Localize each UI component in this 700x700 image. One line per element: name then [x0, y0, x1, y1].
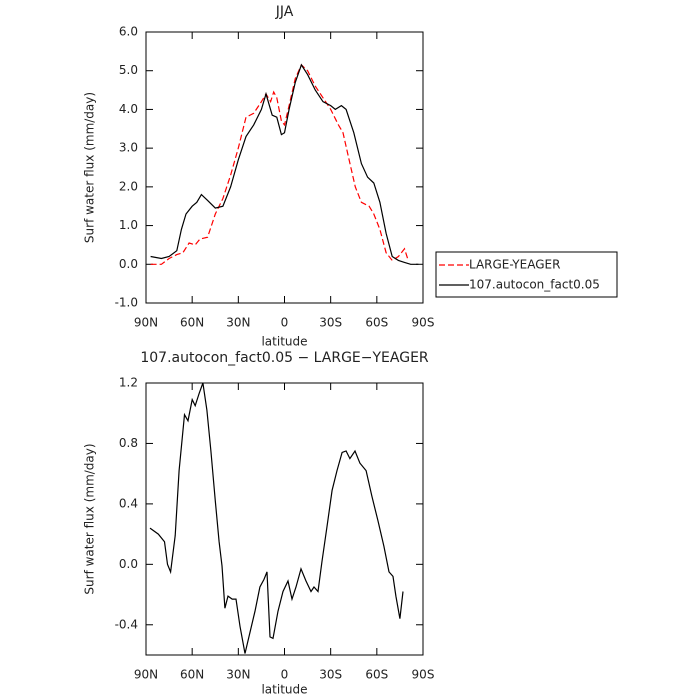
- plot-frame: [145, 382, 424, 656]
- x-tick-label: 30N: [226, 668, 250, 682]
- y-axis-label: Surf water flux (mm/day): [83, 92, 97, 243]
- x-tick-label: 60S: [365, 316, 388, 330]
- x-tick-label: 60S: [365, 668, 388, 682]
- legend-label: 107.autocon_fact0.05: [469, 278, 600, 292]
- y-tick-label: -1.0: [115, 296, 138, 310]
- x-axis-label: latitude: [261, 683, 307, 697]
- plot-frame: [145, 31, 424, 304]
- x-tick-label: 0: [281, 668, 289, 682]
- x-tick-label: 90N: [134, 668, 158, 682]
- x-tick-label: 60N: [180, 316, 204, 330]
- y-tick-label: 5.0: [119, 63, 138, 77]
- x-tick-label: 90S: [412, 316, 435, 330]
- x-tick-label: 30S: [319, 316, 342, 330]
- y-axis-label: Surf water flux (mm/day): [83, 443, 97, 594]
- x-tick-label: 0: [281, 316, 289, 330]
- y-tick-label: 2.0: [119, 179, 138, 193]
- x-tick-label: 30S: [319, 668, 342, 682]
- chart-title: JJA: [275, 4, 294, 20]
- x-tick-label: 90N: [134, 316, 158, 330]
- x-tick-label: 60N: [180, 668, 204, 682]
- y-tick-label: 0.0: [119, 557, 138, 571]
- y-tick-label: 0.0: [119, 257, 138, 271]
- x-tick-label: 30N: [226, 316, 250, 330]
- y-tick-label: 1.0: [119, 218, 138, 232]
- data-line: [150, 63, 409, 265]
- data-line: [150, 63, 419, 265]
- legend-label: LARGE-YEAGER: [469, 258, 560, 272]
- y-tick-label: 3.0: [119, 141, 138, 155]
- y-tick-label: 0.8: [119, 436, 138, 450]
- y-tick-label: 1.2: [119, 376, 138, 390]
- x-axis-label: latitude: [261, 335, 307, 349]
- x-tick-label: 90S: [412, 668, 435, 682]
- chart-title: 107.autocon_fact0.05 − LARGE−YEAGER: [140, 350, 429, 366]
- y-tick-label: 0.4: [119, 496, 138, 510]
- data-line: [149, 382, 404, 654]
- y-tick-label: 6.0: [119, 25, 138, 39]
- legend-box: [435, 251, 618, 298]
- y-tick-label: -0.4: [115, 617, 138, 631]
- y-tick-label: 4.0: [119, 102, 138, 116]
